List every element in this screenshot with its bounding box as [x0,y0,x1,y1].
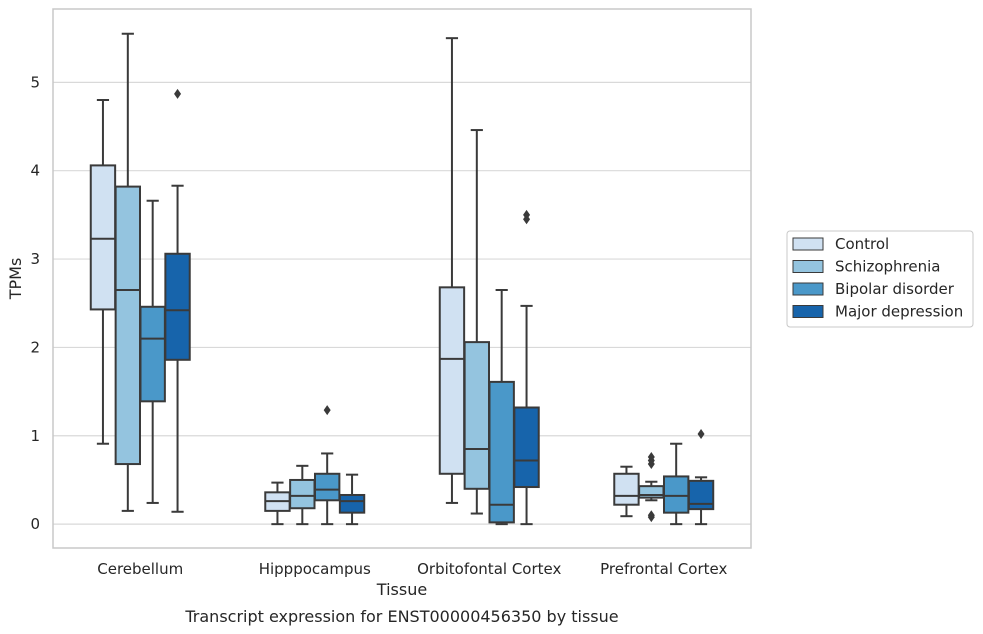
y-axis-label: TPMs [6,258,25,301]
box-iqr [488,380,515,524]
outlier-point [647,512,655,523]
outlier-point [323,405,331,416]
box-iqr [463,341,491,490]
x-tick-label: Orbitofontal Cortex [417,560,561,578]
box-group [638,451,665,523]
outlier-point [523,214,531,225]
box-iqr [338,493,366,514]
box-iqr [513,406,540,489]
y-tick-label-1: 1 [30,427,40,445]
box-group [114,32,142,512]
y-tick-label-0: 0 [30,515,40,533]
legend-frame [786,230,974,328]
box-group [164,88,191,513]
y-tick-label-3: 3 [30,250,40,268]
x-tick-label: Hipppocampus [259,560,371,578]
legend-swatch [792,237,824,251]
box-iqr [89,164,117,311]
legend-label: Control [835,235,889,253]
box-iqr [164,252,191,361]
box-group [313,405,341,526]
x-axis-label: Tissue [376,580,427,599]
box-group [613,465,640,518]
legend-label: Bipolar disorder [835,280,955,298]
box-group [264,481,291,526]
y-tick-label-4: 4 [30,162,40,180]
box-iqr [438,286,466,475]
box-group [438,37,466,504]
chart-caption: Transcript expression for ENST0000045635… [184,607,618,626]
box-iqr [289,478,316,510]
box-group [662,442,690,526]
legend-swatch [792,260,824,273]
outlier-point [697,429,705,440]
legend-swatch [792,305,824,318]
box-iqr [662,475,690,514]
legend-label: Schizophrenia [835,258,940,276]
legend: Control Schizophrenia Bipolar disorder Majo… [786,230,974,328]
box-group [687,429,715,526]
box-iqr [139,305,166,403]
y-tick-labels: 0 1 2 3 4 5 [30,73,40,533]
x-tick-label: Cerebellum [97,560,183,578]
box-group [488,288,515,526]
box-iqr [613,472,640,506]
boxes [89,32,715,526]
y-tick-label-2: 2 [30,338,40,356]
gridlines [53,81,751,525]
box-group [463,129,491,515]
box-group [338,473,366,526]
x-tick-label: Prefrontal Cortex [600,560,727,578]
box-iqr [313,472,341,502]
box-group [89,99,117,445]
x-tick-labels: Cerebellum Hipppocampus Orbitofontal Corte… [97,560,727,578]
box-group [289,464,316,526]
box-iqr [114,185,142,466]
outlier-point [647,451,655,462]
y-tick-label-5: 5 [30,73,40,91]
box-group [139,199,166,504]
legend-label: Major depression [835,303,963,321]
box-group [513,209,540,526]
outlier-point [174,88,182,99]
legend-swatch [792,282,824,296]
box-iqr [687,479,715,511]
plot-frame [52,8,752,549]
